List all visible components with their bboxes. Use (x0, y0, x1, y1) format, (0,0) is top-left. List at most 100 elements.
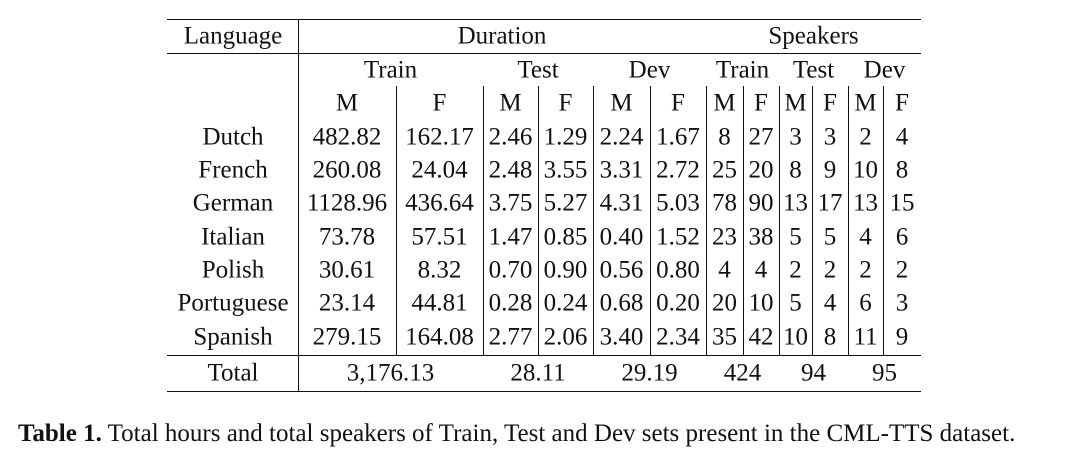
speakers-cell: 5 (789, 223, 802, 251)
duration-cell: 2.48 (488, 156, 533, 184)
column-separator (883, 86, 884, 355)
speakers-cell: 6 (859, 289, 872, 317)
row-language: Portuguese (177, 289, 289, 317)
row-language: Polish (201, 256, 265, 284)
language-separator (298, 19, 299, 391)
duration-cell: 2.34 (656, 323, 700, 351)
header-gender: F (558, 89, 573, 117)
speakers-cell: 2 (823, 256, 837, 284)
header-language: Language (183, 22, 283, 50)
duration-cell: 2.46 (488, 123, 533, 151)
table-caption: Table 1. Total hours and total speakers … (18, 418, 1072, 449)
duration-cell: 44.81 (411, 289, 468, 317)
speakers-cell: 2 (895, 256, 909, 284)
total-label: Total (207, 359, 259, 387)
header-duration-split: Dev (628, 56, 671, 84)
header-gender: M (610, 89, 633, 117)
speakers-cell: 2 (859, 256, 872, 284)
row-language: Dutch (202, 123, 264, 151)
header-gender: M (854, 89, 877, 117)
total-duration-cell: 28.11 (510, 359, 566, 387)
header-speakers: Speakers (768, 22, 859, 50)
column-separator (779, 86, 780, 355)
speakers-cell: 35 (712, 323, 737, 351)
speakers-cell: 38 (748, 223, 774, 251)
speakers-cell: 5 (789, 289, 802, 317)
header-gender: F (823, 89, 837, 117)
duration-cell: 2.72 (656, 156, 700, 184)
duration-cell: 3.75 (488, 189, 533, 217)
column-separator (396, 86, 397, 355)
speakers-cell: 8 (718, 123, 731, 151)
column-separator (538, 86, 539, 355)
speakers-cell: 20 (712, 289, 737, 317)
speakers-cell: 42 (748, 323, 774, 351)
speakers-cell: 10 (783, 323, 808, 351)
duration-cell: 0.80 (656, 256, 700, 284)
speakers-cell: 10 (748, 289, 774, 317)
row-language: Italian (201, 223, 265, 251)
total-rule (167, 355, 921, 356)
speakers-cell: 13 (783, 189, 808, 217)
bottom-rule (167, 391, 921, 392)
row-language: Spanish (193, 323, 273, 351)
header-speakers-split: Train (715, 56, 770, 84)
results-table: Language Duration Speakers Train Train Test Te… (167, 19, 921, 392)
total-speakers-cell: 94 (801, 359, 826, 387)
duration-cell: 0.20 (656, 289, 700, 317)
duration-cell: 8.32 (417, 256, 462, 284)
speakers-cell: 90 (748, 189, 774, 217)
header-gender: M (784, 89, 807, 117)
duration-cell: 1.47 (488, 223, 533, 251)
speakers-cell: 23 (712, 223, 737, 251)
column-separator (483, 86, 484, 355)
duration-cell: 5.03 (656, 189, 700, 217)
caption-label: Table 1. (18, 420, 102, 447)
speakers-cell: 4 (895, 123, 909, 151)
duration-cell: 0.85 (543, 223, 588, 251)
speakers-cell: 78 (712, 189, 737, 217)
duration-cell: 162.17 (405, 123, 474, 151)
speakers-cell: 20 (748, 156, 774, 184)
speakers-cell: 13 (853, 189, 878, 217)
duration-cell: 260.08 (312, 156, 382, 184)
duration-cell: 2.24 (599, 123, 644, 151)
duration-cell: 279.15 (312, 323, 382, 351)
speakers-cell: 8 (895, 156, 909, 184)
speakers-cell: 2 (859, 123, 872, 151)
duration-cell: 2.06 (543, 323, 588, 351)
header-duration-split: Train (363, 56, 418, 84)
duration-cell: 4.31 (599, 189, 644, 217)
duration-cell: 0.70 (488, 256, 533, 284)
speakers-cell: 9 (823, 156, 837, 184)
column-separator (593, 86, 594, 355)
row-language: German (192, 189, 274, 217)
caption-text: Total hours and total speakers of Train,… (107, 420, 1016, 447)
speakers-cell: 15 (889, 189, 915, 217)
column-separator (848, 86, 849, 355)
speakers-cell: 3 (789, 123, 802, 151)
duration-cell: 1.67 (656, 123, 700, 151)
speakers-cell: 4 (823, 289, 837, 317)
speakers-cell: 6 (895, 223, 909, 251)
duration-cell: 164.08 (405, 323, 474, 351)
duration-cell: 436.64 (405, 189, 474, 217)
speakers-cell: 8 (789, 156, 802, 184)
column-separator (650, 86, 651, 355)
duration-cell: 5.27 (543, 189, 588, 217)
column-separator (743, 86, 744, 355)
speakers-cell: 27 (748, 123, 774, 151)
duration-cell: 0.28 (488, 289, 533, 317)
speakers-cell: 4 (754, 256, 768, 284)
speakers-cell: 8 (823, 323, 837, 351)
total-duration-cell: 3,176.13 (346, 359, 435, 387)
header-speakers-split: Test (792, 56, 835, 84)
header-speakers-split: Dev (863, 56, 906, 84)
duration-cell: 24.04 (411, 156, 468, 184)
duration-cell: 57.51 (411, 223, 468, 251)
header-gender: M (335, 89, 359, 117)
duration-cell: 0.56 (599, 256, 644, 284)
header-duration: Duration (457, 22, 547, 50)
duration-cell: 0.24 (543, 289, 588, 317)
speakers-cell: 4 (859, 223, 872, 251)
